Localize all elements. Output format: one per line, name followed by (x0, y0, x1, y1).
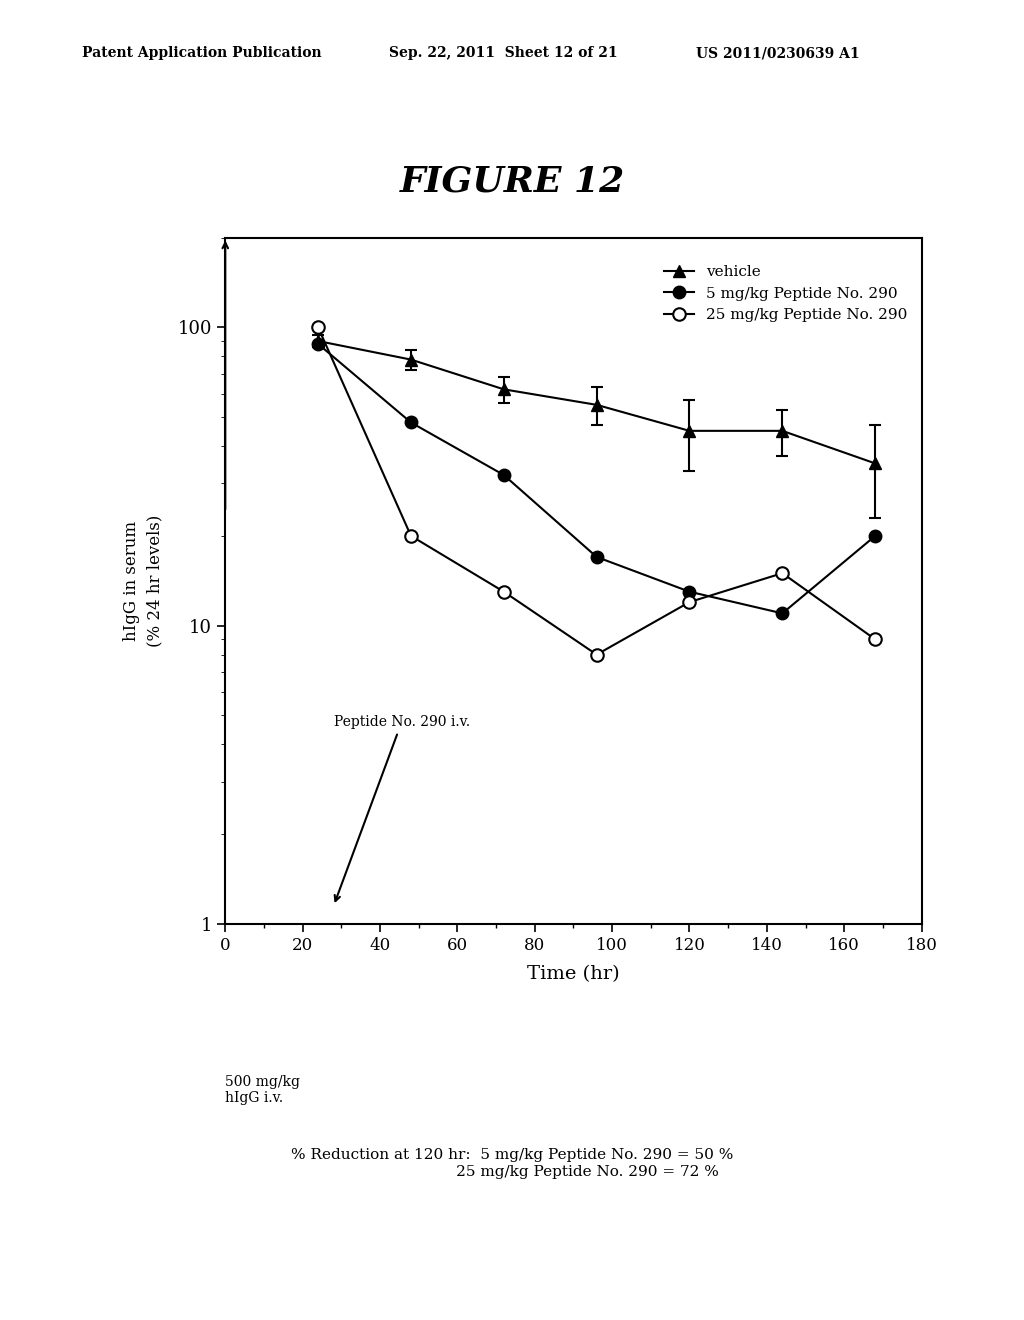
Text: 500 mg/kg
hIgG i.v.: 500 mg/kg hIgG i.v. (225, 1074, 300, 1105)
Text: US 2011/0230639 A1: US 2011/0230639 A1 (696, 46, 860, 61)
Text: Patent Application Publication: Patent Application Publication (82, 46, 322, 61)
Text: Sep. 22, 2011  Sheet 12 of 21: Sep. 22, 2011 Sheet 12 of 21 (389, 46, 617, 61)
Text: Peptide No. 290 i.v.: Peptide No. 290 i.v. (334, 715, 470, 902)
Text: FIGURE 12: FIGURE 12 (399, 165, 625, 199)
Legend: vehicle, 5 mg/kg Peptide No. 290, 25 mg/kg Peptide No. 290: vehicle, 5 mg/kg Peptide No. 290, 25 mg/… (657, 259, 914, 329)
X-axis label: Time (hr): Time (hr) (527, 965, 620, 983)
Text: % Reduction at 120 hr:  5 mg/kg Peptide No. 290 = 50 %
                         : % Reduction at 120 hr: 5 mg/kg Peptide N… (291, 1148, 733, 1179)
Y-axis label: hIgG in serum
(% 24 hr levels): hIgG in serum (% 24 hr levels) (123, 515, 164, 647)
